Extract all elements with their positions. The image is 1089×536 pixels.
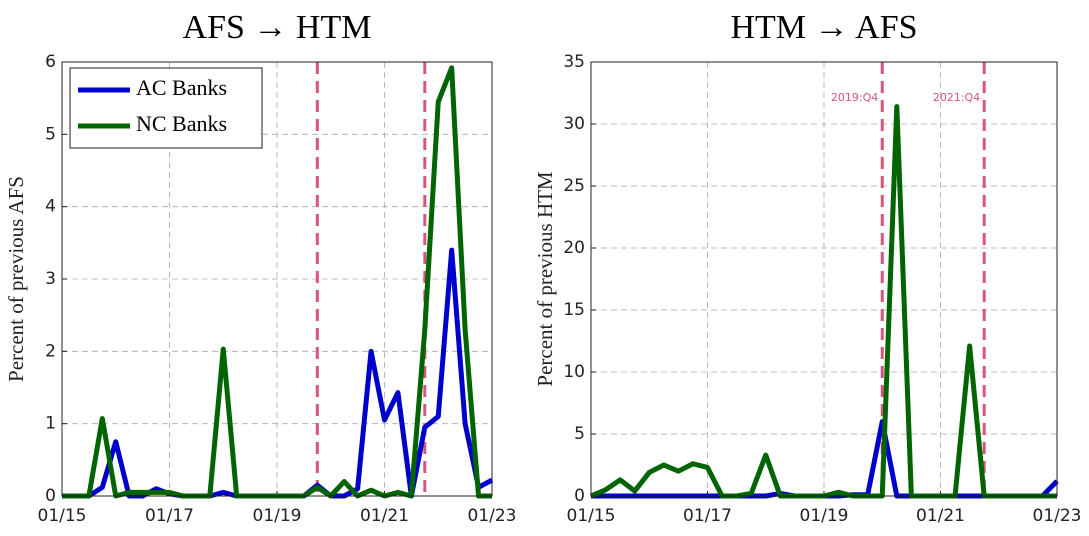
x-tick-label: 01/19 [253,506,302,526]
x-tick-label: 01/21 [360,506,409,526]
y-tick-label: 5 [45,124,56,144]
y-axis-label: Percent of previous AFS [4,176,28,382]
y-tick-label: 2 [45,341,56,361]
event-label: 2021:Q4 [933,91,980,104]
y-tick-label: 10 [563,362,585,382]
x-tick-label: 01/23 [468,506,517,526]
x-tick-label: 01/17 [145,506,194,526]
x-tick-label: 01/23 [1033,506,1082,526]
y-tick-label: 20 [563,238,585,258]
y-tick-label: 3 [45,269,56,289]
y-tick-label: 4 [45,197,56,217]
legend-label: NC Banks [136,111,227,136]
y-tick-label: 30 [563,114,585,134]
y-tick-label: 6 [45,52,56,72]
y-axis-label: Percent of previous HTM [533,171,557,387]
y-tick-label: 35 [563,52,585,72]
y-tick-label: 0 [574,486,585,506]
x-tick-label: 01/15 [567,506,616,526]
chart-title: HTM → AFS [730,9,917,46]
x-tick-label: 01/21 [916,506,965,526]
x-tick-label: 01/19 [800,506,849,526]
legend-label: AC Banks [136,75,227,100]
event-label: 2019:Q4 [831,91,878,104]
x-tick-label: 01/15 [38,506,87,526]
plot-frame [61,61,493,497]
plot-frame [590,61,1058,497]
y-tick-label: 25 [563,176,585,196]
chart-title: AFS → HTM [183,9,372,46]
chart: AFS → HTM Percent of previous AFS 0 1 2 3 4 5 6 0… [4,9,517,526]
y-tick-label: 1 [45,414,56,434]
legend-box [69,67,263,149]
y-tick-label: 15 [563,300,585,320]
chart: HTM → AFS Percent of previous HTM 0 5 10 15 20… [533,9,1082,526]
y-tick-label: 5 [574,424,585,444]
x-tick-label: 01/17 [683,506,732,526]
y-tick-label: 0 [45,486,56,506]
